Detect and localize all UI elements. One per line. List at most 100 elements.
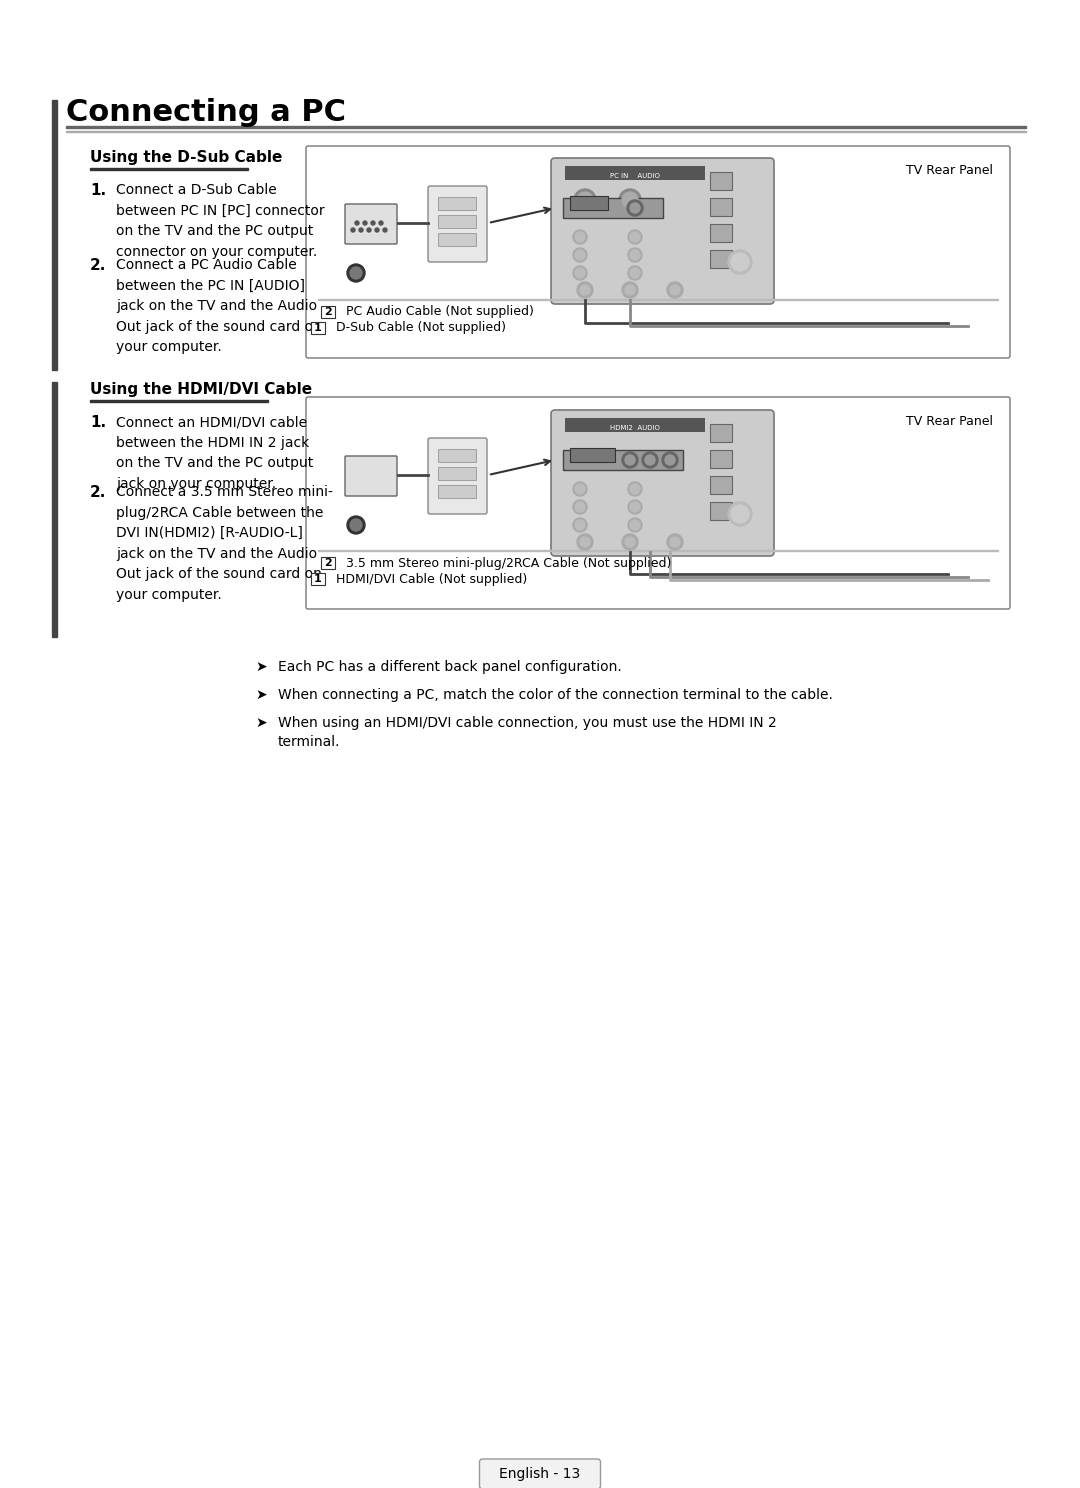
Circle shape — [619, 189, 642, 211]
Circle shape — [627, 518, 642, 533]
Bar — [710, 173, 732, 190]
Circle shape — [359, 228, 363, 232]
Circle shape — [630, 250, 640, 260]
Circle shape — [383, 228, 387, 232]
FancyBboxPatch shape — [551, 411, 774, 557]
Text: ➤: ➤ — [255, 716, 267, 731]
Circle shape — [355, 222, 359, 225]
Circle shape — [630, 232, 640, 243]
Circle shape — [573, 266, 588, 280]
Text: HDMI/DVI Cable (Not supplied): HDMI/DVI Cable (Not supplied) — [336, 573, 527, 585]
Bar — [710, 250, 732, 268]
Circle shape — [372, 222, 375, 225]
Text: Connect an HDMI/DVI cable
between the HDMI IN 2 jack
on the TV and the PC output: Connect an HDMI/DVI cable between the HD… — [116, 415, 313, 491]
Circle shape — [347, 263, 365, 283]
Text: 2.: 2. — [90, 485, 106, 500]
Bar — [565, 167, 705, 180]
Circle shape — [577, 192, 593, 208]
Circle shape — [350, 519, 362, 531]
Text: PC Audio Cable (Not supplied): PC Audio Cable (Not supplied) — [346, 305, 534, 318]
Circle shape — [662, 452, 678, 469]
Bar — [311, 321, 325, 333]
Bar — [570, 448, 615, 461]
Bar — [710, 198, 732, 216]
Bar — [52, 382, 57, 637]
Circle shape — [622, 283, 638, 298]
Circle shape — [573, 231, 588, 244]
Circle shape — [575, 250, 585, 260]
Circle shape — [347, 516, 365, 534]
Circle shape — [625, 537, 635, 548]
Circle shape — [728, 501, 752, 525]
Circle shape — [573, 248, 588, 262]
Text: HDMI2  AUDIO: HDMI2 AUDIO — [610, 426, 660, 432]
Circle shape — [627, 500, 642, 513]
Bar — [570, 196, 608, 210]
FancyBboxPatch shape — [345, 204, 397, 244]
Bar — [90, 400, 268, 402]
Bar — [438, 234, 476, 246]
Circle shape — [622, 452, 638, 469]
FancyBboxPatch shape — [428, 437, 487, 513]
FancyBboxPatch shape — [428, 186, 487, 262]
Text: 1: 1 — [314, 574, 322, 583]
Circle shape — [670, 286, 680, 295]
Text: TV Rear Panel: TV Rear Panel — [906, 164, 993, 177]
Bar — [563, 449, 683, 470]
Circle shape — [627, 231, 642, 244]
Circle shape — [625, 286, 635, 295]
Circle shape — [575, 484, 585, 494]
Text: Connect a D-Sub Cable
between PC IN [PC] connector
on the TV and the PC output
c: Connect a D-Sub Cable between PC IN [PC]… — [116, 183, 325, 259]
Circle shape — [577, 283, 593, 298]
Text: TV Rear Panel: TV Rear Panel — [906, 415, 993, 429]
Circle shape — [379, 222, 383, 225]
Text: D-Sub Cable (Not supplied): D-Sub Cable (Not supplied) — [336, 321, 507, 335]
Circle shape — [731, 253, 750, 271]
Text: Connect a 3.5 mm Stereo mini-
plug/2RCA Cable between the
DVI IN(HDMI2) [R-AUDIO: Connect a 3.5 mm Stereo mini- plug/2RCA … — [116, 485, 333, 603]
Text: 1: 1 — [314, 323, 322, 333]
Bar — [90, 168, 248, 170]
Circle shape — [728, 250, 752, 274]
Circle shape — [627, 482, 642, 496]
Circle shape — [630, 519, 640, 530]
Text: When using an HDMI/DVI cable connection, you must use the HDMI IN 2
terminal.: When using an HDMI/DVI cable connection,… — [278, 716, 777, 750]
Circle shape — [577, 534, 593, 551]
Circle shape — [630, 501, 640, 512]
Text: Using the HDMI/DVI Cable: Using the HDMI/DVI Cable — [90, 382, 312, 397]
Circle shape — [665, 455, 675, 464]
Text: ➤: ➤ — [255, 687, 267, 702]
Circle shape — [625, 455, 635, 464]
Bar — [563, 198, 663, 219]
FancyBboxPatch shape — [345, 455, 397, 496]
FancyBboxPatch shape — [551, 158, 774, 304]
Circle shape — [622, 534, 638, 551]
Circle shape — [580, 286, 590, 295]
Circle shape — [630, 268, 640, 278]
Bar — [710, 424, 732, 442]
Text: Each PC has a different back panel configuration.: Each PC has a different back panel confi… — [278, 661, 622, 674]
Text: 1.: 1. — [90, 415, 106, 430]
Bar — [52, 100, 57, 371]
Circle shape — [627, 248, 642, 262]
Circle shape — [575, 268, 585, 278]
Circle shape — [642, 452, 658, 469]
Bar — [438, 449, 476, 461]
Bar — [321, 307, 335, 318]
Text: 2: 2 — [324, 558, 332, 568]
Circle shape — [630, 484, 640, 494]
Bar — [438, 467, 476, 481]
Circle shape — [367, 228, 372, 232]
Bar — [311, 573, 325, 585]
Bar — [438, 485, 476, 498]
FancyBboxPatch shape — [306, 146, 1010, 359]
Text: 2.: 2. — [90, 257, 106, 272]
Circle shape — [627, 199, 643, 216]
Circle shape — [573, 518, 588, 533]
Text: When connecting a PC, match the color of the connection terminal to the cable.: When connecting a PC, match the color of… — [278, 687, 833, 702]
Text: PC IN    AUDIO: PC IN AUDIO — [610, 173, 660, 179]
Circle shape — [573, 500, 588, 513]
Text: 1.: 1. — [90, 183, 106, 198]
Text: ➤: ➤ — [255, 661, 267, 674]
Circle shape — [575, 501, 585, 512]
Circle shape — [573, 482, 588, 496]
